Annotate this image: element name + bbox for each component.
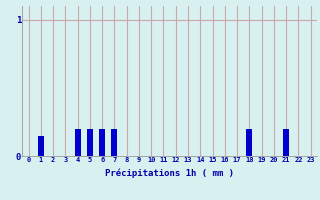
Bar	[99, 129, 105, 156]
Bar	[75, 129, 81, 156]
Bar	[38, 136, 44, 156]
Bar	[87, 129, 93, 156]
Bar	[283, 129, 289, 156]
Bar	[111, 129, 117, 156]
Bar	[246, 129, 252, 156]
X-axis label: Précipitations 1h ( mm ): Précipitations 1h ( mm )	[105, 169, 234, 178]
